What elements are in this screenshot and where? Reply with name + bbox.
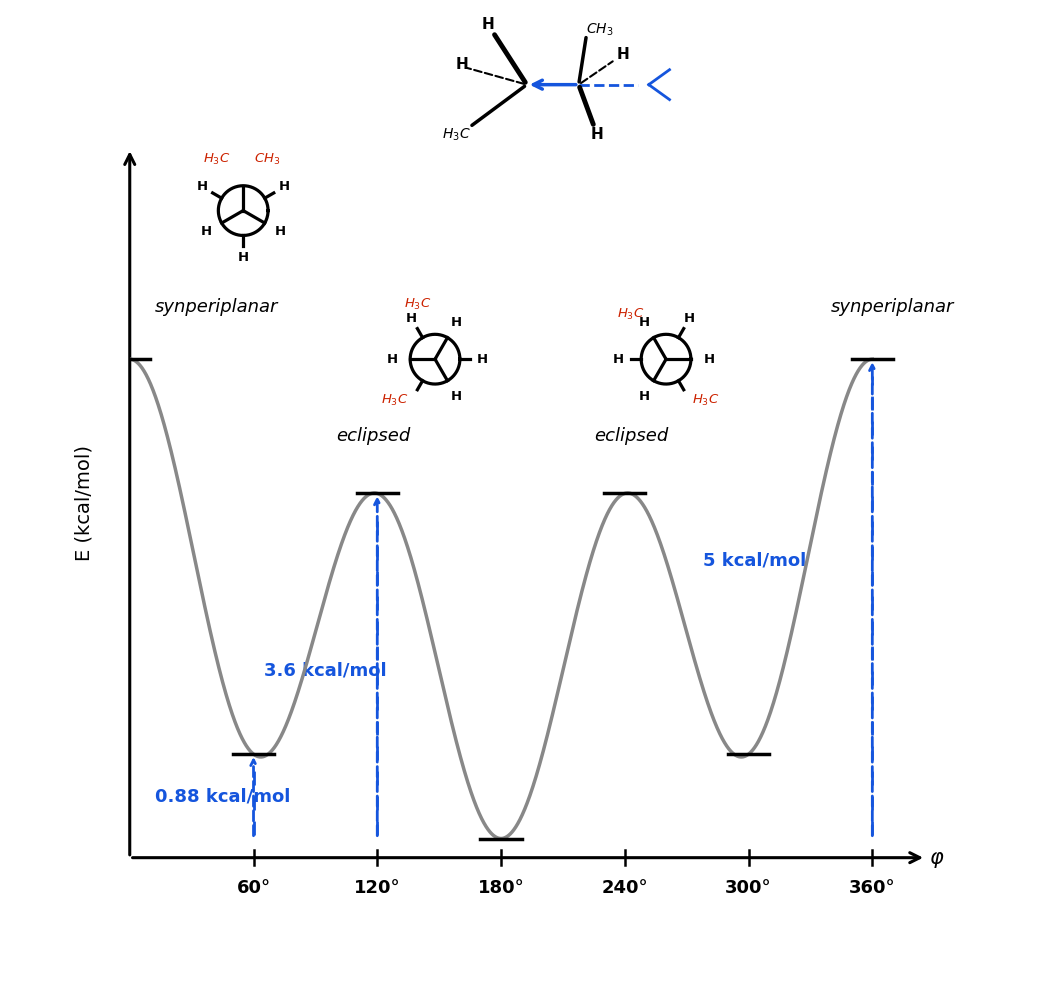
Text: H: H	[238, 251, 249, 264]
Text: eclipsed: eclipsed	[336, 427, 410, 445]
Text: 240°: 240°	[601, 878, 648, 896]
Text: $H_3C$: $H_3C$	[382, 392, 409, 407]
Text: H: H	[450, 389, 462, 402]
Text: $H_3C$: $H_3C$	[692, 392, 719, 407]
Text: $H_3C$: $H_3C$	[203, 152, 230, 167]
Text: 3.6 kcal/mol: 3.6 kcal/mol	[264, 661, 386, 679]
Text: H: H	[613, 353, 625, 366]
Text: 60°: 60°	[237, 878, 271, 896]
FancyBboxPatch shape	[429, 3, 703, 166]
Text: $H_3C$: $H_3C$	[618, 307, 645, 322]
Text: H: H	[278, 180, 290, 193]
Text: $CH_3$: $CH_3$	[254, 152, 280, 167]
Text: synperiplanar: synperiplanar	[831, 298, 954, 316]
Text: H: H	[406, 312, 417, 325]
Text: E (kcal/mol): E (kcal/mol)	[75, 445, 93, 561]
Text: H: H	[591, 126, 603, 142]
Text: 180°: 180°	[477, 878, 524, 896]
Text: H: H	[456, 57, 468, 73]
Text: H: H	[450, 316, 462, 329]
Text: 5 kcal/mol: 5 kcal/mol	[703, 552, 807, 570]
Text: 300°: 300°	[726, 878, 772, 896]
Text: $CH_3$: $CH_3$	[586, 22, 613, 38]
Text: 120°: 120°	[354, 878, 401, 896]
Text: $H_3C$: $H_3C$	[442, 126, 471, 142]
Text: φ: φ	[930, 848, 944, 868]
Text: H: H	[197, 180, 208, 193]
Text: 0.88 kcal/mol: 0.88 kcal/mol	[155, 787, 290, 806]
Text: H: H	[387, 353, 398, 366]
Text: H: H	[275, 225, 285, 238]
Text: eclipsed: eclipsed	[594, 427, 668, 445]
Text: H: H	[684, 312, 695, 325]
Text: synperiplanar: synperiplanar	[155, 298, 278, 316]
Text: H: H	[639, 389, 650, 402]
Text: H: H	[476, 353, 488, 366]
Text: H: H	[200, 225, 212, 238]
Text: H: H	[482, 17, 494, 33]
Text: H: H	[704, 353, 714, 366]
Text: 360°: 360°	[849, 878, 896, 896]
Text: $H_3C$: $H_3C$	[404, 297, 432, 312]
Text: H: H	[617, 47, 629, 63]
Text: H: H	[639, 316, 650, 329]
